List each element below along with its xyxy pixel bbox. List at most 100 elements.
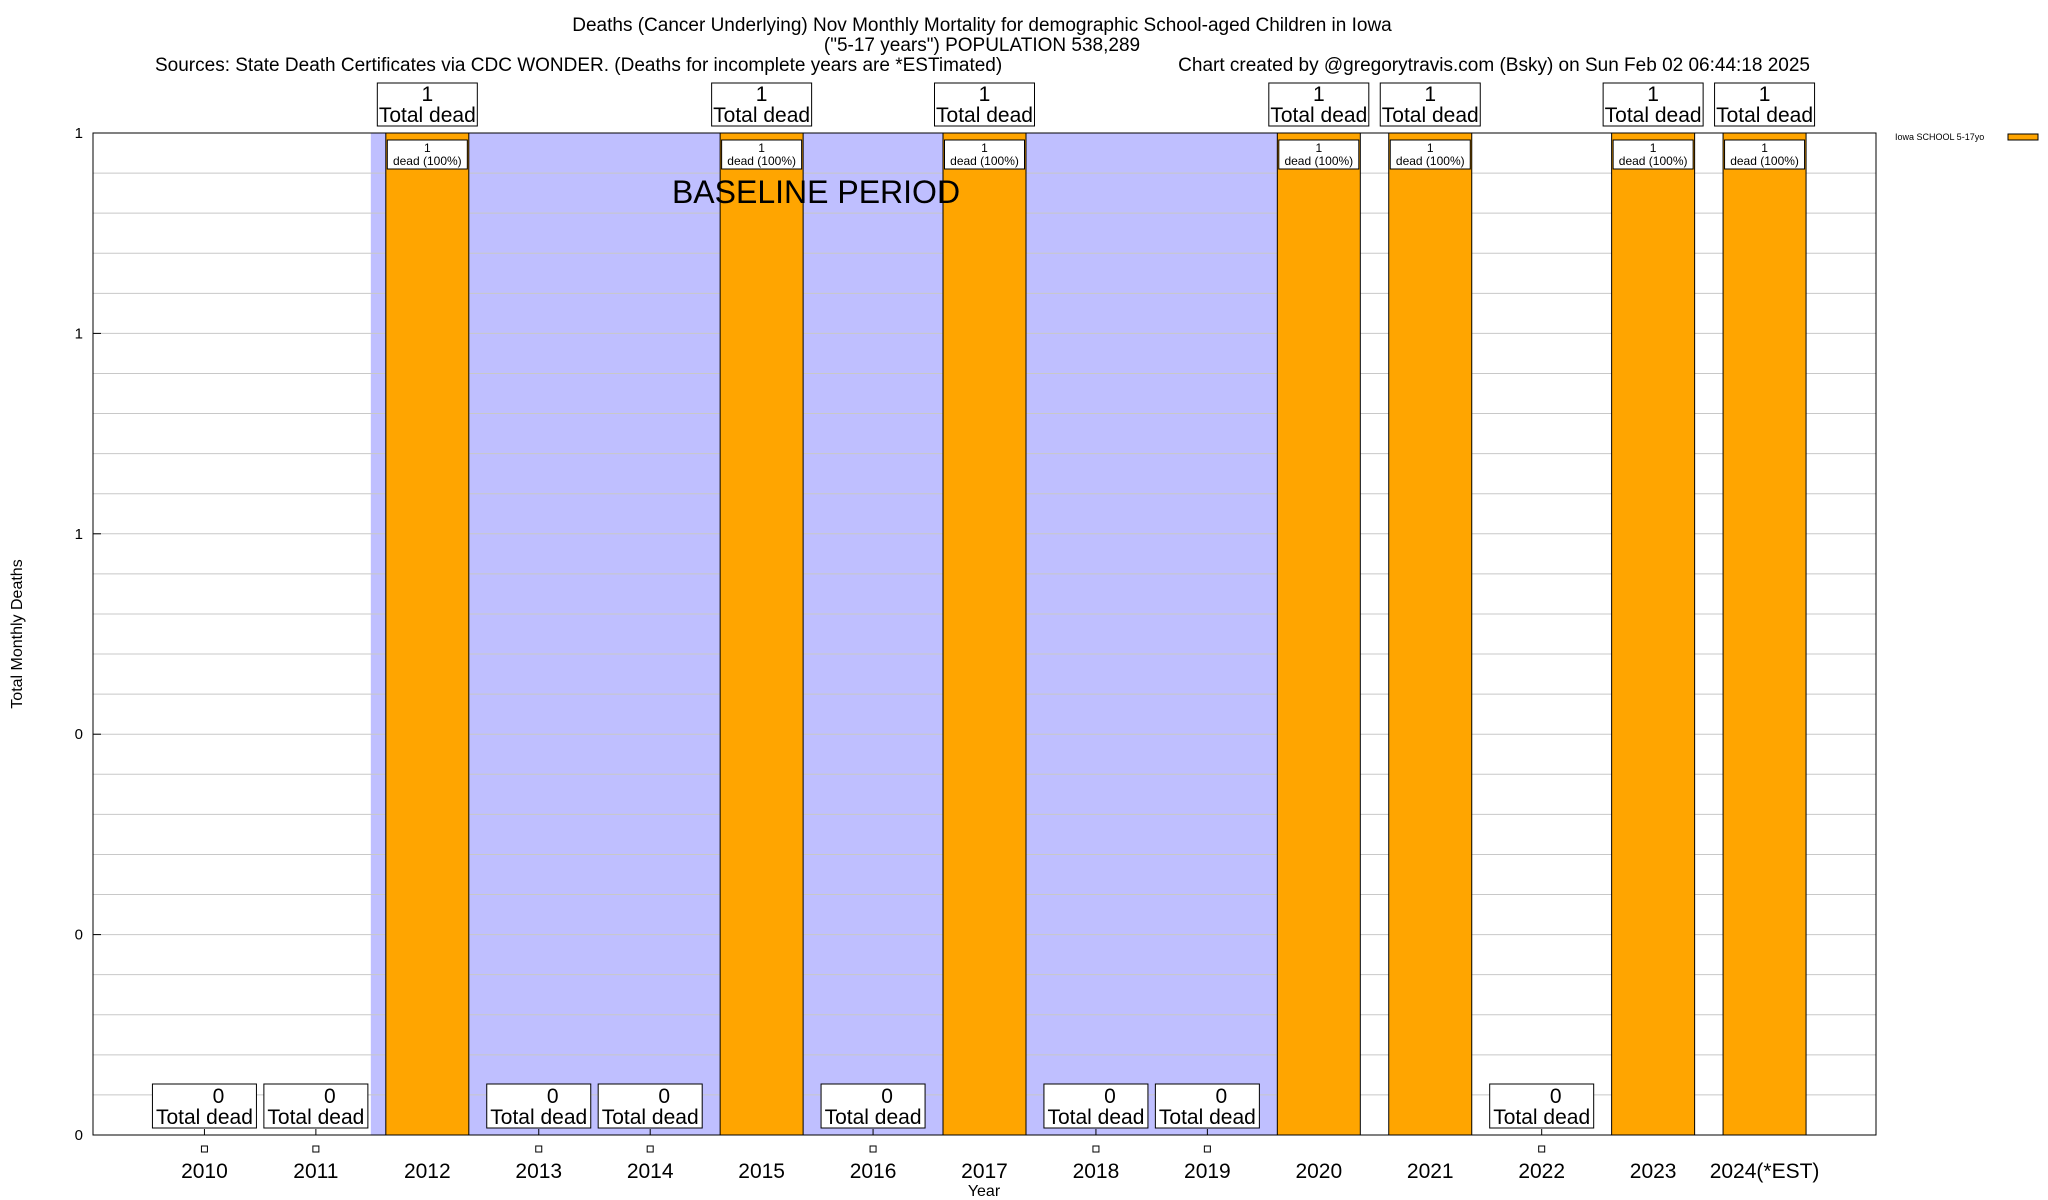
chart-credit: Chart created by @gregorytravis.com (Bsk… [1178, 55, 1810, 76]
dead-percent-label: dead (100%) [393, 154, 462, 168]
y-axis-label: Total Monthly Deaths [9, 559, 26, 708]
total-label-box [597, 1083, 703, 1129]
total-label-box [151, 1083, 257, 1129]
dead-percent-label: dead (100%) [1284, 154, 1353, 168]
bar [1611, 132, 1696, 1136]
dead-label-box [721, 139, 803, 170]
total-label-box [1154, 1083, 1260, 1129]
x-axis-label: Year [968, 1183, 1001, 1200]
total-count-label: 1 [756, 83, 768, 106]
total-suffix-label: Total dead [490, 1106, 587, 1129]
total-count-label: 0 [324, 1085, 336, 1108]
total-suffix-label: Total dead [825, 1106, 922, 1129]
dead-count-label: 1 [758, 141, 765, 155]
zero-point-marker [312, 1145, 320, 1153]
total-suffix-label: Total dead [1159, 1106, 1256, 1129]
chart-sources: Sources: State Death Certificates via CD… [155, 55, 1002, 76]
total-count-label: 0 [658, 1085, 670, 1108]
total-label-box [820, 1083, 926, 1129]
total-count-label: 1 [1424, 83, 1436, 106]
total-count-label: 1 [1313, 83, 1325, 106]
x-tick-label: 2021 [1407, 1160, 1454, 1183]
dead-percent-label: dead (100%) [950, 154, 1019, 168]
total-count-label: 1 [1759, 83, 1771, 106]
x-tick-label: 2014 [627, 1160, 674, 1183]
y-tick-label: 1 [75, 325, 83, 342]
dead-label-box [1278, 139, 1360, 170]
dead-count-label: 1 [1650, 141, 1657, 155]
dead-count-label: 1 [1315, 141, 1322, 155]
total-label-box [1489, 1083, 1595, 1129]
total-label-box [934, 82, 1035, 127]
bar [385, 132, 470, 1136]
legend-label: Iowa SCHOOL 5-17yo [1895, 132, 1984, 142]
total-count-label: 1 [1647, 83, 1659, 106]
y-tick-label: 1 [75, 526, 83, 543]
x-tick-label: 2017 [961, 1160, 1008, 1183]
total-label-box [1043, 1083, 1149, 1129]
total-count-label: 0 [881, 1085, 893, 1108]
total-suffix-label: Total dead [936, 104, 1033, 127]
legend-swatch [2007, 133, 2039, 141]
bar [942, 132, 1027, 1136]
y-tick-label: 1 [75, 125, 83, 142]
x-tick-label: 2016 [850, 1160, 897, 1183]
y-tick-label: 0 [75, 927, 83, 944]
x-tick-label: 2018 [1073, 1160, 1120, 1183]
x-tick-label: 2019 [1184, 1160, 1231, 1183]
y-tick-label: 0 [75, 1127, 83, 1144]
total-count-label: 0 [1550, 1085, 1562, 1108]
total-count-label: 1 [421, 83, 433, 106]
total-suffix-label: Total dead [602, 1106, 699, 1129]
x-tick-label: 2022 [1518, 1160, 1565, 1183]
dead-label-box [1612, 139, 1694, 170]
total-suffix-label: Total dead [267, 1106, 364, 1129]
dead-count-label: 1 [981, 141, 988, 155]
zero-point-marker [1092, 1145, 1100, 1153]
x-tick-label: 2015 [738, 1160, 785, 1183]
x-tick-label: 2013 [515, 1160, 562, 1183]
total-label-box [1268, 82, 1370, 127]
x-tick-label: 2010 [181, 1160, 228, 1183]
legend: Iowa SCHOOL 5-17yo [1895, 132, 2039, 142]
total-suffix-label: Total dead [1493, 1106, 1590, 1129]
total-suffix-label: Total dead [379, 104, 476, 127]
plot-frame [92, 132, 1877, 1136]
total-count-label: 0 [547, 1085, 559, 1108]
dead-percent-label: dead (100%) [1396, 154, 1465, 168]
total-count-label: 0 [1104, 1085, 1116, 1108]
zero-point-marker [535, 1145, 543, 1153]
baseline-period-label: BASELINE PERIOD [672, 174, 960, 210]
total-suffix-label: Total dead [713, 104, 810, 127]
y-tick-label: 0 [75, 726, 83, 743]
chart-title-line-2: ("5-17 years") POPULATION 538,289 [824, 35, 1140, 56]
dead-count-label: 1 [1761, 141, 1768, 155]
x-tick-label: 2023 [1630, 1160, 1677, 1183]
total-label-box [1379, 82, 1481, 127]
zero-point-marker [646, 1145, 654, 1153]
dead-percent-label: dead (100%) [1730, 154, 1799, 168]
total-suffix-label: Total dead [1382, 104, 1479, 127]
zero-point-marker [1538, 1145, 1546, 1153]
total-suffix-label: Total dead [1270, 104, 1367, 127]
zero-point-marker [200, 1145, 208, 1153]
x-tick-label: 2012 [404, 1160, 451, 1183]
total-label-box [263, 1083, 369, 1129]
total-suffix-label: Total dead [156, 1106, 253, 1129]
total-label-box [1714, 82, 1816, 127]
total-count-label: 1 [979, 83, 991, 106]
chart-title-line-1: Deaths (Cancer Underlying) Nov Monthly M… [572, 15, 1392, 36]
total-label-box [711, 82, 813, 127]
dead-label-box [386, 139, 468, 170]
total-count-label: 0 [1216, 1085, 1228, 1108]
x-tick-label: 2020 [1295, 1160, 1342, 1183]
zero-point-marker [869, 1145, 877, 1153]
bar [1276, 132, 1361, 1136]
dead-percent-label: dead (100%) [1619, 154, 1688, 168]
dead-percent-label: dead (100%) [727, 154, 796, 168]
total-label-box [486, 1083, 592, 1129]
bar [1388, 132, 1473, 1136]
zero-point-marker [1203, 1145, 1211, 1153]
x-tick-label: 2024(*EST) [1710, 1160, 1820, 1183]
